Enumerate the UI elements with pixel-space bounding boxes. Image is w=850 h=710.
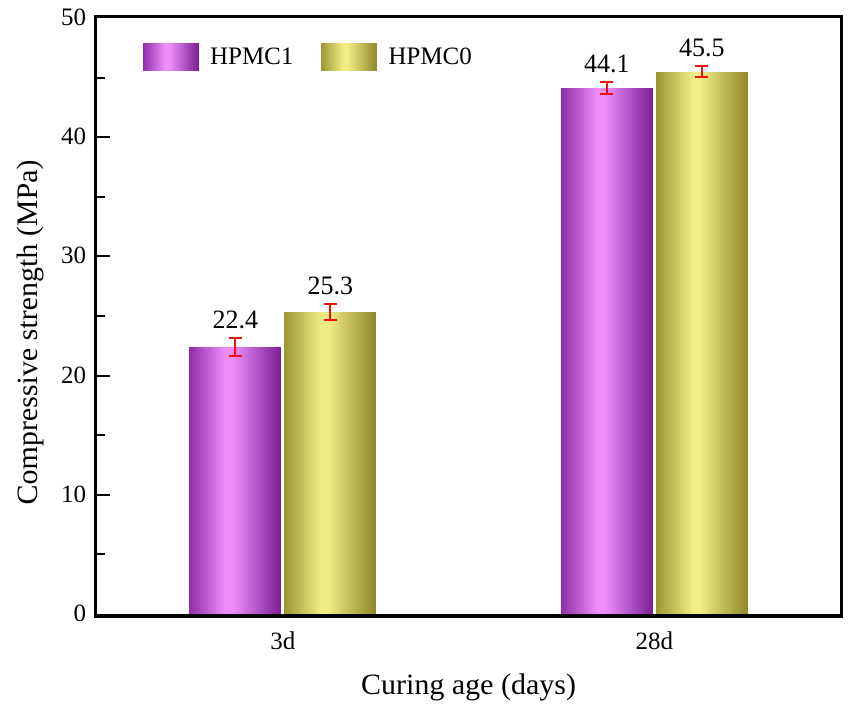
bar-value-label: 25.3	[307, 271, 354, 301]
error-bar-part	[600, 81, 614, 84]
y-major-tick	[97, 136, 110, 139]
legend-item-hpmc1: HPMC1	[143, 43, 293, 71]
y-tick-label: 10	[61, 480, 86, 508]
y-minor-tick	[97, 434, 105, 437]
y-axis-title: Compressive strength (MPa)	[11, 159, 44, 505]
error-bar	[600, 81, 614, 96]
y-tick-label: 20	[61, 361, 86, 389]
legend-label-hpmc0: HPMC0	[388, 43, 472, 70]
error-bar-part	[234, 337, 237, 357]
legend-item-hpmc0: HPMC0	[321, 43, 472, 71]
y-tick-label: 50	[61, 4, 86, 31]
error-bar-part	[228, 354, 242, 357]
plot-area: HPMC1 HPMC0 22.4 25.3 44.1 45.5	[94, 15, 843, 618]
y-major-tick	[97, 255, 110, 258]
legend-swatch-hpmc0	[321, 43, 378, 71]
error-bar-part	[695, 65, 709, 68]
legend: HPMC1 HPMC0	[143, 43, 472, 71]
error-bar	[323, 303, 337, 322]
error-bar-part	[323, 303, 337, 306]
error-bar-part	[605, 81, 608, 96]
y-minor-tick	[97, 553, 105, 556]
y-tick-label: 30	[61, 242, 86, 270]
x-category-label-28d: 28d	[635, 628, 674, 655]
legend-swatch-hpmc1	[143, 43, 199, 71]
bar-value-label: 44.1	[584, 49, 630, 79]
y-major-tick	[97, 493, 110, 496]
y-minor-tick	[97, 76, 105, 79]
bar-hpmc0-3d	[284, 312, 377, 614]
y-major-tick	[97, 374, 110, 377]
error-bar-part	[695, 76, 709, 79]
error-bar	[228, 337, 242, 357]
bar-value-label: 45.5	[679, 33, 725, 63]
bar-hpmc0-28d	[655, 71, 748, 614]
error-bar	[695, 65, 709, 79]
error-bar-part	[329, 303, 332, 322]
error-bar-part	[600, 93, 614, 96]
y-minor-tick	[97, 315, 105, 317]
x-category-label-3d: 3d	[270, 628, 296, 655]
y-minor-tick	[97, 195, 105, 198]
bar-value-label: 22.4	[212, 305, 259, 335]
error-bar-part	[700, 65, 703, 79]
y-tick-label: 40	[61, 123, 86, 151]
y-tick-label: 0	[73, 600, 87, 627]
bar-hpmc1-28d	[560, 88, 653, 614]
bar-hpmc1-3d	[189, 347, 282, 614]
legend-label-hpmc1: HPMC1	[210, 43, 294, 70]
x-axis-title: Curing age (days)	[361, 668, 576, 701]
error-bar-part	[228, 337, 242, 340]
error-bar-part	[323, 319, 337, 322]
